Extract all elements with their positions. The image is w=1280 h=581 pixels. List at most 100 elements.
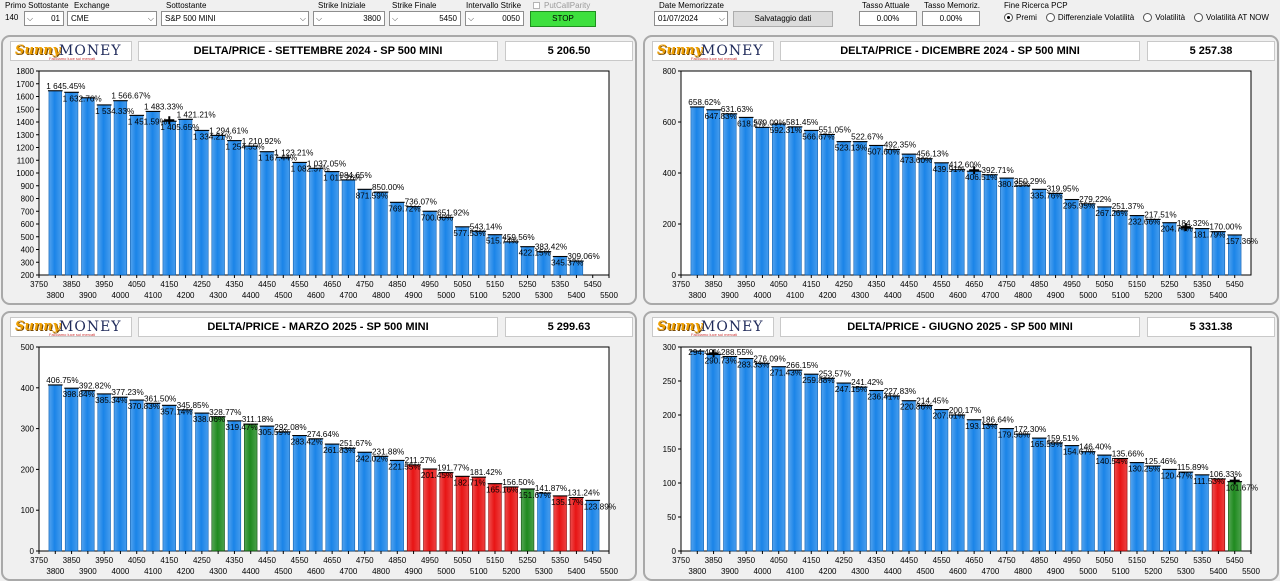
x-tick-label: 5250 (519, 280, 537, 289)
x-tick-label: 3950 (95, 280, 113, 289)
strike-iniziale-spinner[interactable]: ⌵ 3800 (313, 11, 385, 26)
bar (48, 384, 62, 552)
data-label: 135.66% (1112, 450, 1144, 459)
data-label: 241.42% (851, 378, 883, 387)
bar (97, 393, 111, 552)
date-memorizzate-select[interactable]: 01/07/2024 ⌵ (654, 11, 728, 26)
radio-premi[interactable]: Premi (1004, 13, 1037, 22)
sottostante-select[interactable]: S&P 500 MINI ⌵ (161, 11, 309, 26)
x-tick-label: 4750 (356, 280, 374, 289)
data-label: 101.67% (1226, 484, 1258, 493)
x-tick-label: 4700 (340, 291, 358, 300)
radio-differenziale-volatilita[interactable]: Differenziale Volatilità (1045, 13, 1134, 22)
strike-finale-spinner[interactable]: ⌵ 5450 (389, 11, 461, 26)
intervallo-strike-label: Intervallo Strike (466, 1, 522, 10)
data-label: 115.89% (1177, 463, 1209, 472)
data-label: 283.33% (737, 361, 769, 370)
data-label: 140.54% (1095, 457, 1127, 466)
x-tick-label: 4700 (340, 567, 358, 576)
logo-tagline: Facciamo luce sui mercati (691, 332, 738, 337)
exchange-label: Exchange (74, 1, 110, 10)
x-tick-label: 3750 (30, 556, 48, 565)
x-tick-label: 4500 (916, 291, 934, 300)
radio-volatilita[interactable]: Volatilità (1143, 13, 1185, 22)
data-label: 211.27% (405, 456, 437, 465)
bar (837, 141, 851, 276)
bar (804, 373, 818, 552)
bar (472, 230, 486, 276)
y-tick-label: 1800 (16, 67, 34, 76)
data-label: 422.15% (519, 249, 551, 258)
chevron-down-icon: ⌵ (299, 14, 306, 23)
exchange-select[interactable]: CME ⌵ (67, 11, 157, 26)
x-tick-label: 4300 (851, 567, 869, 576)
data-label: 221.55% (388, 462, 420, 471)
put-call-parity-label: PutCallParity (544, 1, 591, 10)
intervallo-strike-spinner[interactable]: ⌵ 0050 (465, 11, 524, 26)
x-tick-label: 4600 (307, 291, 325, 300)
x-tick-label: 3800 (688, 291, 706, 300)
bar (983, 174, 998, 276)
data-label: 566.67% (802, 132, 834, 141)
price-marker-icon (1180, 223, 1191, 232)
data-label: 1 534.33% (95, 107, 134, 116)
chart-title: DELTA/PRICE - DICEMBRE 2024 - SP 500 MIN… (780, 41, 1140, 61)
data-label: 1 167.44% (258, 154, 297, 163)
logo-sunny-text: Sunny (657, 319, 703, 334)
x-tick-label: 3850 (705, 280, 723, 289)
tasso-memoriz-field: 0.00% (922, 11, 980, 26)
y-tick-label: 200 (21, 465, 35, 474)
underlying-price: 5 331.38 (1147, 317, 1275, 337)
salvataggio-dati-button[interactable]: Salvataggio dati (733, 11, 833, 27)
x-tick-label: 4350 (868, 556, 886, 565)
data-label: 247.15% (835, 385, 867, 394)
bar (455, 476, 470, 552)
radio-volatilita-at-now[interactable]: Volatilità AT NOW (1194, 13, 1269, 22)
put-call-parity-checkbox[interactable] (533, 2, 540, 9)
bar (423, 468, 437, 552)
y-tick-label: 250 (663, 377, 677, 386)
primo-sottostante-spinner[interactable]: ⌵ 01 (24, 11, 64, 26)
data-label: 328.77% (209, 408, 241, 417)
bar (81, 390, 95, 552)
y-tick-label: 600 (21, 220, 35, 229)
chevron-down-icon: ⌵ (27, 14, 34, 23)
x-tick-label: 5150 (1128, 556, 1146, 565)
sunny-money-logo: Sunny MONEY Facciamo luce sui mercati (652, 41, 774, 61)
data-label: 370.83% (128, 402, 160, 411)
x-tick-label: 4200 (819, 567, 837, 576)
data-label: 294.49% (688, 348, 720, 357)
bar (358, 451, 372, 552)
data-label: 193.13% (965, 422, 997, 431)
bar (983, 424, 998, 552)
x-tick-label: 5250 (1161, 280, 1179, 289)
bar (341, 179, 356, 276)
x-tick-label: 4250 (835, 280, 853, 289)
bar (64, 91, 79, 276)
bar (244, 423, 258, 552)
x-tick-label: 5300 (535, 291, 553, 300)
bar (325, 443, 339, 552)
bar (967, 170, 981, 276)
bar (1048, 442, 1063, 552)
y-tick-label: 400 (21, 384, 35, 393)
bar (820, 377, 835, 552)
bar (178, 119, 193, 276)
x-tick-label: 3950 (737, 280, 755, 289)
y-tick-label: 1700 (16, 80, 34, 89)
data-label: 581.45% (786, 118, 818, 127)
data-label: 276.09% (753, 354, 785, 363)
x-tick-label: 5000 (1079, 567, 1097, 576)
data-label: 309.06% (567, 252, 599, 261)
stop-button[interactable]: STOP (530, 11, 596, 27)
x-tick-label: 4900 (1047, 291, 1065, 300)
data-label: 377.23% (111, 388, 143, 397)
bar (325, 171, 339, 276)
x-tick-label: 3850 (63, 280, 81, 289)
bar (227, 420, 242, 552)
data-label: 120.47% (1161, 471, 1193, 480)
data-label: 204.74% (1161, 225, 1193, 234)
data-label: 1 123.21% (274, 148, 313, 157)
intervallo-strike-value: 0050 (502, 14, 520, 23)
data-label: 345.37% (551, 259, 583, 268)
